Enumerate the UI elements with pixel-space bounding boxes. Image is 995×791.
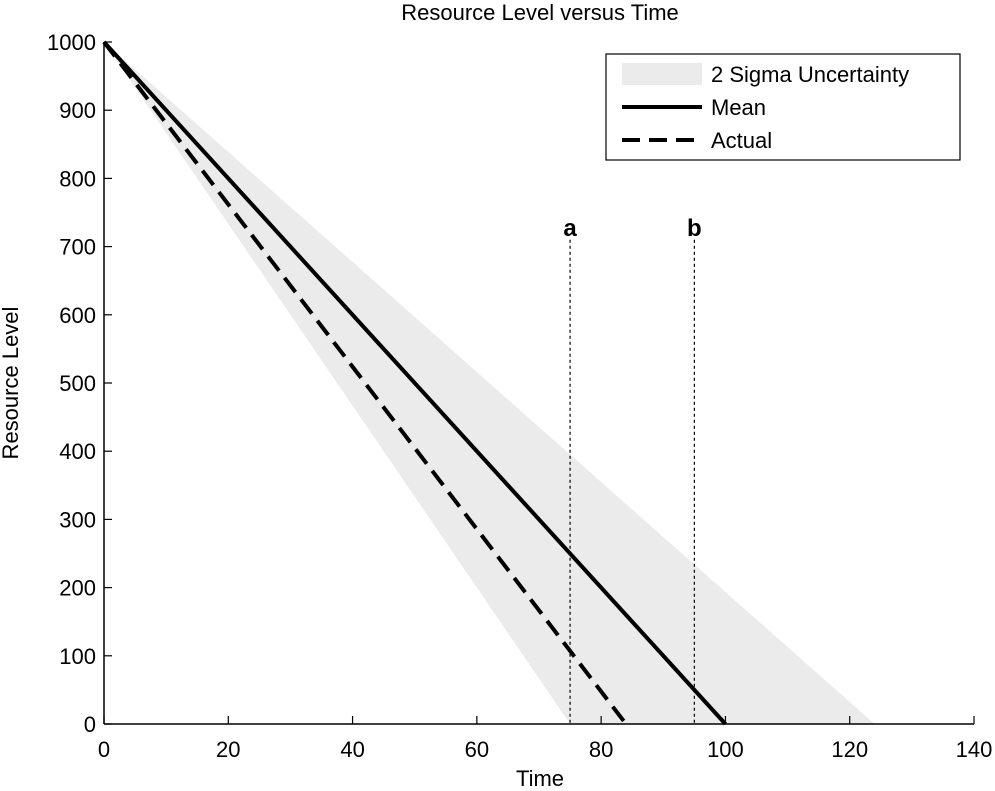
x-tick-label: 60	[465, 737, 489, 762]
x-tick-label: 0	[98, 737, 110, 762]
x-tick-label: 80	[589, 737, 613, 762]
legend-label-actual: Actual	[711, 128, 772, 153]
x-tick-label: 140	[956, 737, 993, 762]
chart-title: Resource Level versus Time	[401, 0, 679, 25]
y-tick-label: 900	[59, 98, 96, 123]
ticks-layer: 0 20 40 60 80 100 120 140 0 100 200 300 400 500 600 700…	[47, 30, 992, 762]
y-tick-label: 100	[59, 644, 96, 669]
y-tick-label: 600	[59, 303, 96, 328]
x-tick-label: 120	[831, 737, 868, 762]
reference-label-a: a	[563, 215, 577, 242]
uncertainty-band	[104, 42, 875, 724]
uncertainty-band-layer	[104, 42, 875, 724]
x-tick-label: 40	[340, 737, 364, 762]
legend-swatch-band	[622, 63, 702, 85]
y-tick-label: 0	[84, 712, 96, 737]
y-tick-label: 400	[59, 439, 96, 464]
reference-label-b: b	[687, 215, 702, 242]
legend-label-mean: Mean	[711, 95, 766, 120]
y-tick-label: 700	[59, 235, 96, 260]
y-tick-label: 800	[59, 166, 96, 191]
y-tick-label: 1000	[47, 30, 96, 55]
legend: 2 Sigma Uncertainty Mean Actual	[605, 53, 961, 161]
series-line-actual	[102, 40, 628, 726]
x-tick-label: 20	[216, 737, 240, 762]
y-axis-label: Resource Level	[0, 307, 23, 460]
series-layer	[102, 40, 727, 726]
series-line-mean	[102, 40, 727, 726]
y-tick-label: 300	[59, 507, 96, 532]
legend-label-band: 2 Sigma Uncertainty	[711, 62, 909, 87]
y-tick-label: 200	[59, 576, 96, 601]
x-tick-label: 100	[707, 737, 744, 762]
y-tick-label: 500	[59, 371, 96, 396]
x-axis-label: Time	[516, 766, 564, 791]
